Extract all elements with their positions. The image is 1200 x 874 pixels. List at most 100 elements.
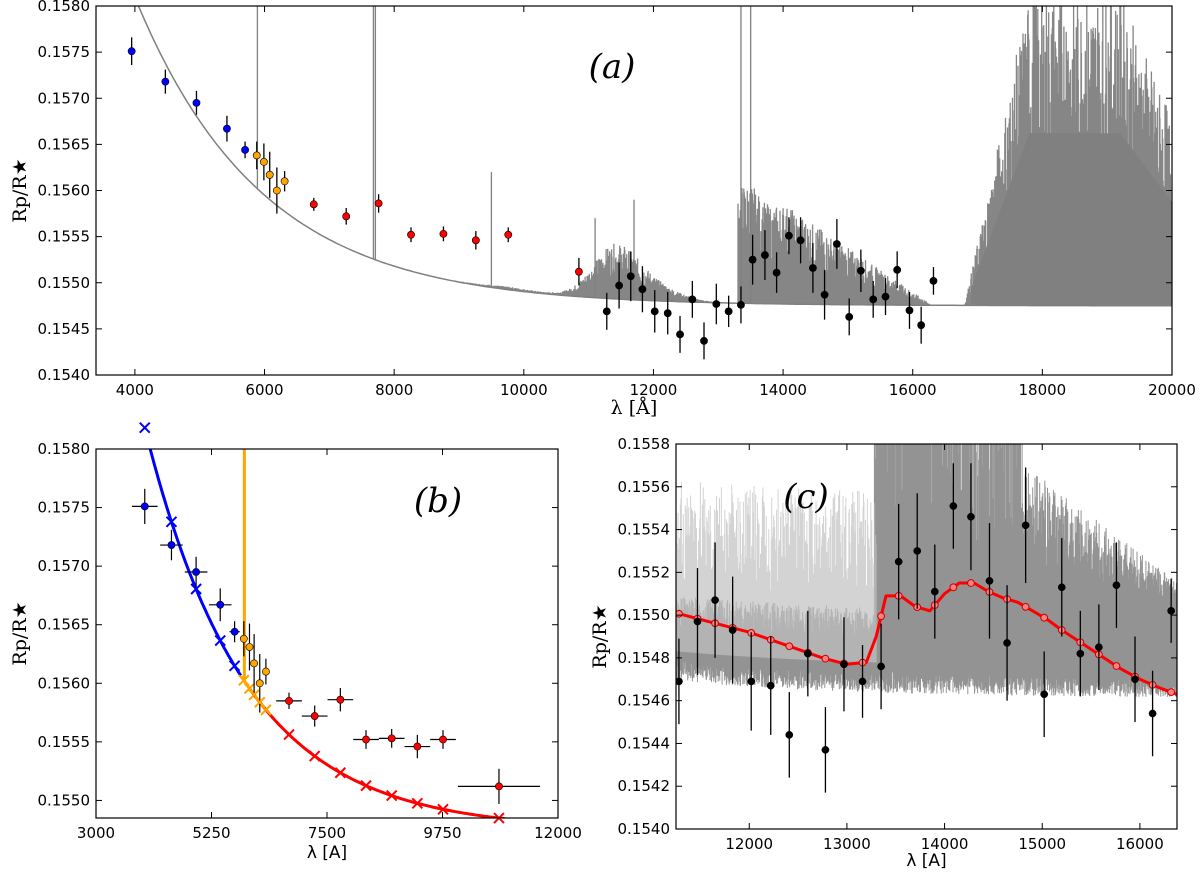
blue-data-point (161, 77, 170, 86)
x-tick-label: 14000 (759, 381, 807, 399)
black-data-point (728, 626, 737, 634)
blue-data-point (167, 541, 176, 549)
blue-model-cross (165, 516, 178, 528)
blue-data-point (192, 98, 201, 107)
black-data-point (856, 266, 865, 275)
orange-data-point (250, 659, 259, 668)
blue-model-cross (139, 421, 151, 434)
binned-model-point (1112, 662, 1121, 670)
y-tick-label: 0.1546 (618, 692, 671, 710)
panel-a-y-axis-label: Rp/R★ (9, 158, 31, 222)
black-data-point (967, 512, 975, 521)
black-data-point (650, 307, 659, 316)
red-data-point (407, 230, 415, 239)
x-tick-label: 18000 (1019, 381, 1067, 399)
black-data-point (663, 309, 672, 318)
binned-model-point (1021, 602, 1030, 611)
x-tick-label: 13000 (823, 835, 871, 853)
x-tick-label: 16000 (889, 381, 937, 399)
binned-model-point (967, 579, 975, 587)
panel-c: 12000 13000 14000 15000 16000 0.1540 0.1542 0.1… (589, 435, 1178, 871)
black-data-point (845, 312, 854, 321)
panel-c-data-points (676, 463, 1175, 793)
blue-model (148, 449, 243, 677)
orange-model-cross (243, 682, 256, 695)
panel-b-x-axis-label: λ [A] (307, 843, 347, 863)
orange-data-point (245, 643, 254, 651)
y-tick-label: 0.1558 (618, 435, 671, 453)
panel-c-axes: 12000 13000 14000 15000 16000 0.1540 0.1542 0.1… (618, 435, 1177, 853)
red-data-point (387, 734, 396, 743)
panel-a-x-axis-label: λ [Å] (611, 397, 658, 419)
x-tick-label: 12000 (630, 381, 678, 399)
black-data-point (881, 292, 890, 301)
black-data-point (820, 290, 829, 299)
orange-data-point (272, 186, 281, 195)
black-data-point (905, 306, 914, 315)
x-tick-label: 4000 (116, 381, 154, 399)
black-data-point (737, 300, 745, 309)
black-data-point (724, 307, 733, 316)
y-tick-label: 0.1542 (618, 777, 671, 795)
orange-data-point (252, 151, 261, 160)
y-tick-label: 0.1575 (38, 43, 91, 61)
panel-b-axes: 3000 5250 7500 9750 12000 0.1550 0.1555 0.1560 0… (38, 440, 582, 842)
red-data-point (495, 782, 503, 791)
red-model-cross (360, 779, 372, 792)
x-tick-label: 15000 (1018, 835, 1066, 853)
black-data-point (894, 557, 903, 566)
panel-a: 4000 6000 8000 10000 12000 14000 16000 18000 200… (9, 0, 1196, 419)
panel-a-data-points (127, 37, 938, 360)
panel-c-x-axis-label: λ [A] (906, 851, 946, 871)
black-data-point (840, 660, 848, 669)
black-data-point (1131, 675, 1139, 684)
orange-model-cross (254, 696, 266, 708)
x-tick-label: 7500 (308, 824, 346, 842)
black-data-point (693, 617, 702, 626)
black-data-point (785, 231, 793, 240)
binned-model-point (949, 583, 958, 592)
black-data-point (615, 281, 623, 290)
blue-data-point (230, 627, 239, 636)
black-data-point (676, 330, 684, 339)
y-tick-label: 0.1570 (38, 557, 91, 575)
panel-a-model-spectrum (137, 6, 1172, 307)
black-data-point (858, 677, 867, 686)
y-tick-label: 0.1548 (618, 649, 671, 667)
orange-model-cross (248, 689, 260, 701)
black-data-point (747, 677, 756, 686)
y-tick-label: 0.1565 (38, 616, 91, 634)
black-data-point (688, 295, 697, 304)
blue-model-cross (228, 660, 241, 672)
red-data-point (309, 200, 318, 209)
model-baseline (137, 6, 1172, 307)
red-data-point (575, 267, 583, 276)
binned-model-point (1040, 613, 1049, 622)
panel-b: 3000 5250 7500 9750 12000 0.1550 0.1555 0.1560 0… (9, 421, 582, 863)
y-tick-label: 0.1550 (618, 606, 671, 624)
x-tick-label: 5250 (192, 824, 230, 842)
black-data-point (766, 681, 775, 690)
black-data-point (930, 587, 939, 596)
blue-data-point (241, 146, 249, 154)
black-data-point (748, 255, 757, 264)
black-data-point (700, 336, 708, 345)
black-data-point (638, 285, 647, 294)
black-data-point (772, 268, 781, 277)
panel-b-data-points (131, 421, 541, 824)
x-tick-label: 12000 (534, 824, 582, 842)
red-data-point (342, 212, 351, 221)
orange-model-cross (238, 674, 250, 687)
binned-model-point (877, 612, 885, 621)
blue-data-point (192, 568, 200, 576)
red-data-point (285, 696, 293, 705)
red-model-cross (308, 750, 321, 762)
black-data-point (893, 265, 902, 274)
y-tick-label: 0.1540 (38, 366, 91, 384)
black-data-point (913, 547, 922, 555)
blue-model-cross (214, 634, 226, 647)
panel-a-axes: 4000 6000 8000 10000 12000 14000 16000 18000 200… (38, 0, 1196, 399)
black-data-point (785, 731, 794, 739)
black-data-point (803, 649, 812, 658)
